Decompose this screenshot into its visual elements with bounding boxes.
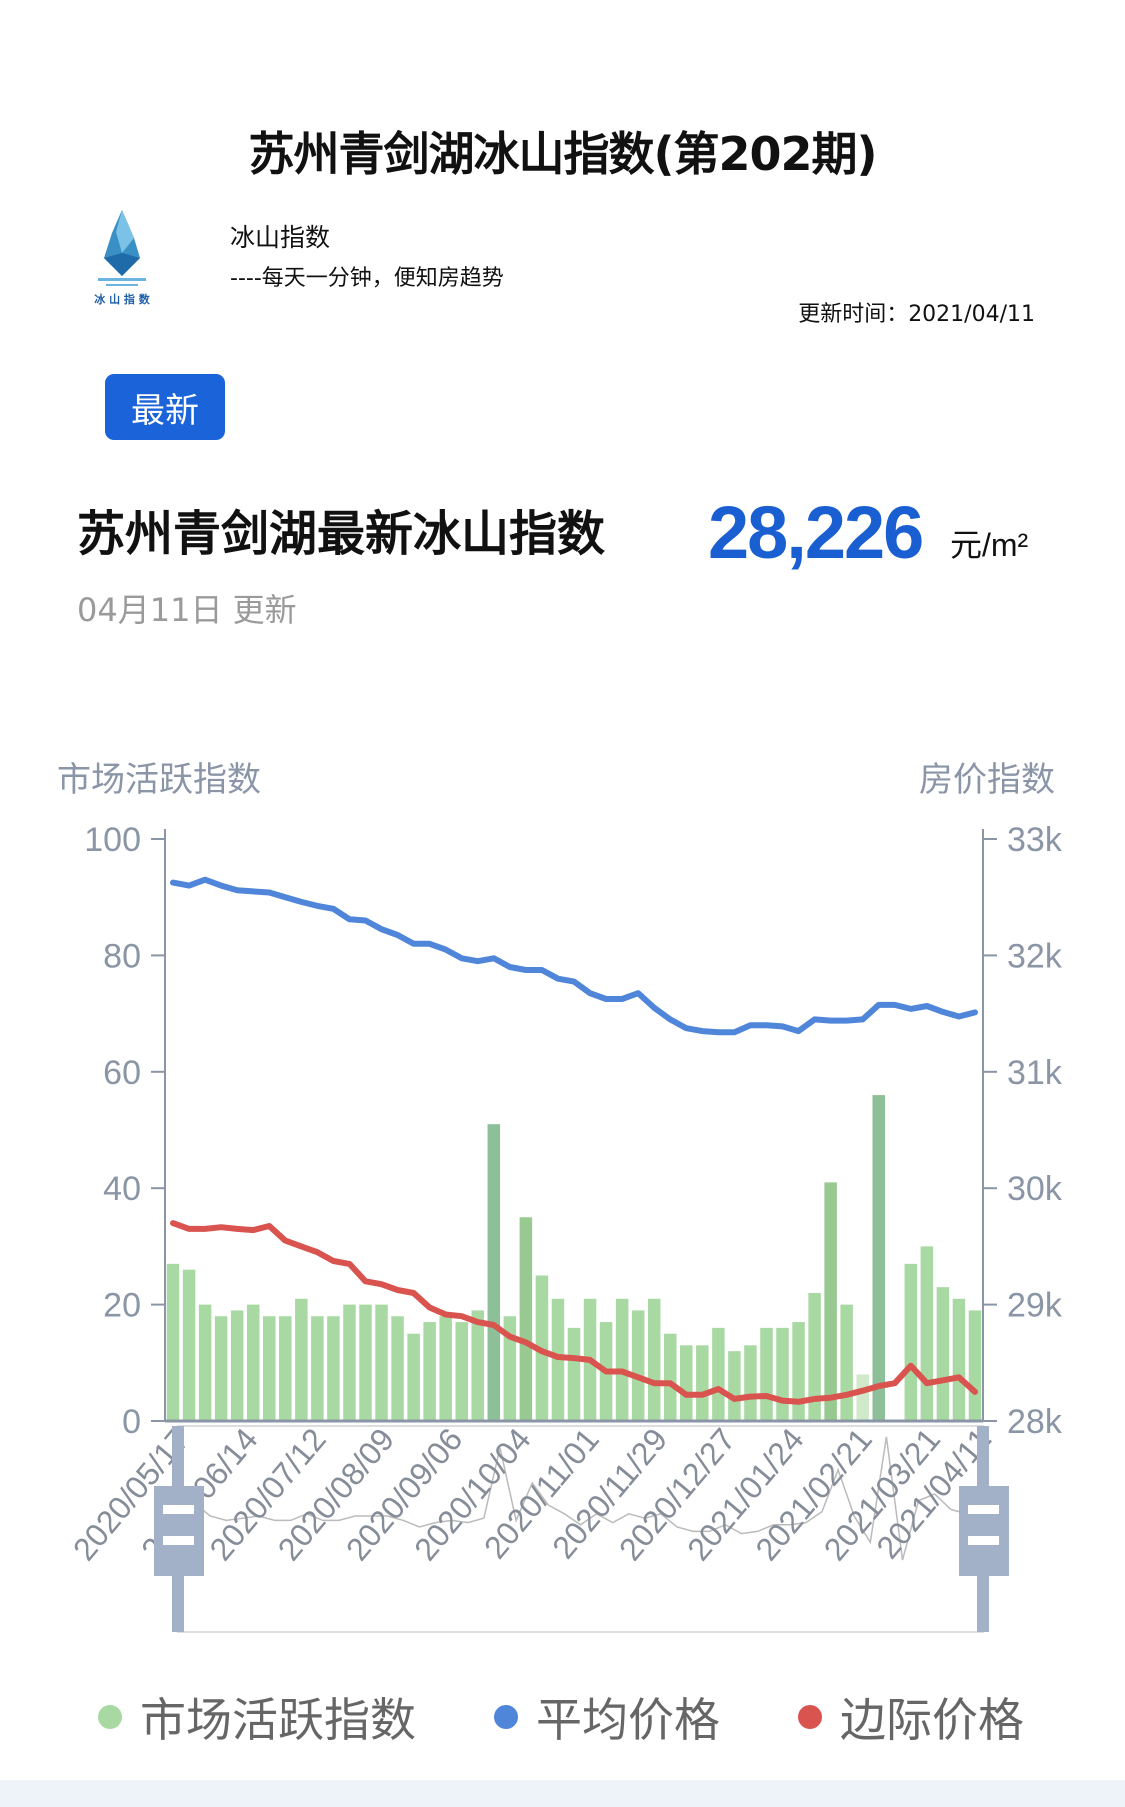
legend-item-activity[interactable]: 市场活跃指数 (98, 1684, 416, 1750)
update-time: 更新时间：2021/04/11 (798, 302, 1035, 327)
legend-label: 市场活跃指数 (140, 1693, 416, 1747)
zoom-slider-right-handle[interactable] (959, 1486, 1009, 1576)
handle-grip-icon (968, 1536, 999, 1545)
activity-bar (214, 1316, 228, 1421)
activity-bar (631, 1310, 645, 1421)
activity-bar (680, 1345, 693, 1421)
y-left-tick-label: 100 (84, 821, 141, 859)
activity-bar (327, 1316, 340, 1421)
activity-bar (808, 1292, 821, 1421)
activity-bar (663, 1333, 677, 1421)
activity-bar (776, 1327, 789, 1421)
y-right-tick-label: 33k (1007, 821, 1063, 859)
activity-bar (824, 1182, 837, 1421)
y-left-tick-label: 40 (103, 1170, 141, 1208)
marginal-price-line (170, 1220, 978, 1405)
activity-bar (760, 1327, 773, 1421)
activity-bar (952, 1298, 966, 1421)
activity-bar (262, 1316, 276, 1421)
activity-bar (246, 1304, 260, 1421)
legend-dot (494, 1705, 518, 1729)
latest-button[interactable]: 最新 (105, 374, 225, 440)
y-right-tick-label: 32k (1007, 937, 1063, 975)
activity-bar (840, 1304, 853, 1421)
activity-bar (166, 1263, 180, 1421)
activity-bar (375, 1304, 388, 1421)
activity-bar (198, 1304, 212, 1421)
index-price: 28,226 (708, 491, 924, 574)
activity-bar (744, 1345, 757, 1421)
activity-bar (696, 1345, 709, 1421)
legend-dot (98, 1705, 122, 1729)
y-left-tick-label: 0 (122, 1403, 141, 1441)
y-right-tick-label: 28k (1007, 1403, 1063, 1441)
y-right-axis-title: 房价指数 (919, 760, 1055, 800)
activity-bar (936, 1287, 950, 1421)
legend-label: 边际价格 (840, 1693, 1024, 1747)
handle-grip-icon (968, 1505, 999, 1514)
zoom-slider-left-handle[interactable] (154, 1486, 204, 1576)
activity-bar (455, 1322, 468, 1421)
bottom-strip (0, 1780, 1125, 1807)
activity-bar (920, 1246, 934, 1421)
activity-bar (182, 1269, 196, 1421)
activity-bar (968, 1310, 982, 1421)
activity-bar (439, 1316, 452, 1421)
activity-bar (295, 1298, 308, 1421)
activity-bar (230, 1310, 244, 1421)
activity-bar (615, 1298, 629, 1421)
activity-bar (391, 1316, 404, 1421)
activity-bar (519, 1217, 533, 1421)
chart: 02040608010028k29k30k31k32k33k2020/05/17… (66, 821, 1063, 1633)
activity-bar (343, 1304, 356, 1421)
activity-bar (407, 1333, 420, 1421)
y-left-axis-title: 市场活跃指数 (57, 760, 261, 800)
activity-bar (423, 1322, 436, 1421)
activity-bar (487, 1124, 501, 1421)
activity-bar (311, 1316, 324, 1421)
updated-date: 04月11日 更新 (77, 591, 297, 629)
tagline: ----每天一分钟，便知房趋势 (230, 266, 504, 291)
activity-bar (359, 1304, 372, 1421)
page-title: 苏州青剑湖冰山指数(第202期) (248, 127, 877, 181)
activity-bar (647, 1298, 661, 1421)
legend-label: 平均价格 (536, 1693, 720, 1747)
y-right-tick-label: 31k (1007, 1054, 1063, 1092)
activity-bar (904, 1263, 918, 1421)
activity-bar (872, 1095, 886, 1421)
handle-grip-icon (163, 1505, 194, 1514)
activity-bar (503, 1316, 517, 1421)
legend-dot (798, 1705, 822, 1729)
legend-item-marginal-price[interactable]: 边际价格 (798, 1684, 1024, 1750)
y-right-tick-label: 30k (1007, 1170, 1063, 1208)
legend-item-average-price[interactable]: 平均价格 (494, 1684, 720, 1750)
brand-name: 冰山指数 (230, 223, 331, 252)
zoom-slider-preview-line (177, 1436, 984, 1561)
svg-text:冰 山 指 数: 冰 山 指 数 (94, 292, 150, 306)
iceberg-logo: 冰 山 指 数 (94, 210, 151, 306)
activity-bar (567, 1327, 581, 1421)
y-left-tick-label: 60 (103, 1054, 141, 1092)
average-price-line (170, 876, 978, 1036)
activity-bar (712, 1327, 725, 1421)
activity-bar (279, 1316, 292, 1421)
y-left-tick-label: 20 (103, 1287, 141, 1325)
price-unit: 元/m² (950, 527, 1029, 563)
activity-bar (856, 1374, 869, 1421)
y-right-tick-label: 29k (1007, 1287, 1063, 1325)
y-left-tick-label: 80 (103, 937, 141, 975)
activity-bar (792, 1322, 805, 1421)
handle-grip-icon (163, 1536, 194, 1545)
zoom-slider-track (177, 1425, 984, 1633)
activity-bar (728, 1351, 741, 1421)
activity-bar (471, 1310, 485, 1421)
index-heading: 苏州青剑湖最新冰山指数 (77, 506, 606, 562)
